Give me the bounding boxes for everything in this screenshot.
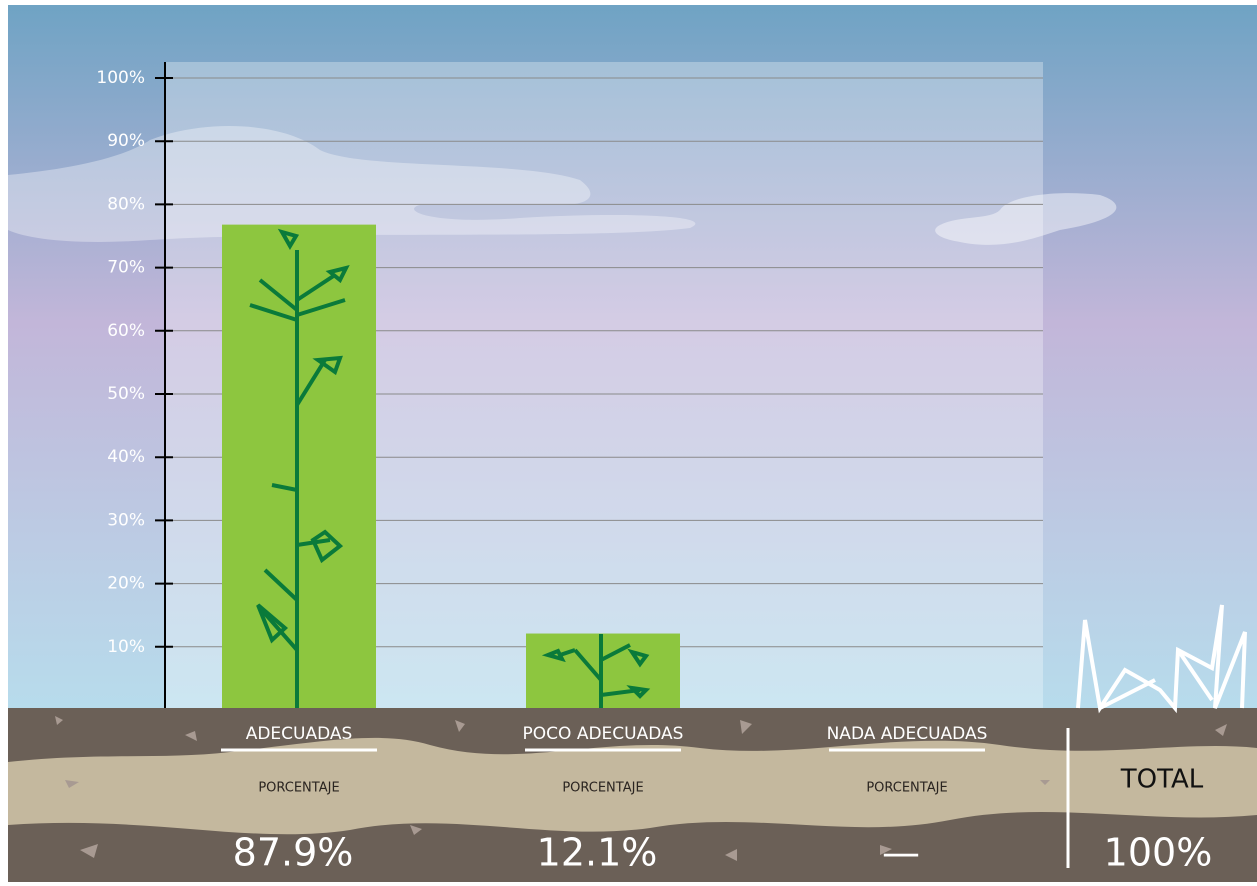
percentage-value: 12.1% — [537, 831, 658, 875]
labels: ADECUADAS PORCENTAJE 87.9% POCO ADECUADAS PO… — [221, 724, 987, 875]
soil-band — [8, 737, 1257, 835]
category-label: ADECUADAS — [246, 724, 353, 744]
plant — [249, 228, 651, 708]
category-label: POCO ADECUADAS — [523, 724, 684, 744]
category-label: NADA ADECUADAS — [827, 724, 988, 744]
y-tick-label: 70% — [107, 258, 145, 278]
row-label: PORCENTAJE — [866, 781, 947, 796]
y-tick-label: 40% — [107, 447, 145, 467]
sky — [8, 5, 1257, 710]
cloud — [8, 126, 696, 242]
total-label: TOTAL — [1120, 765, 1204, 795]
percentage-value: — — [882, 831, 920, 875]
cloud — [935, 193, 1117, 245]
y-tick-label: 20% — [107, 574, 145, 594]
y-tick-label: 30% — [107, 510, 145, 530]
row-label: PORCENTAJE — [562, 781, 643, 796]
y-tick-label: 50% — [107, 384, 145, 404]
row-label: PORCENTAJE — [258, 781, 339, 796]
y-tick-label: 60% — [107, 321, 145, 341]
y-tick-label: 90% — [107, 131, 145, 151]
percentage-value: 87.9% — [233, 831, 354, 875]
y-tick-label: 100% — [96, 68, 145, 88]
grass — [1076, 604, 1247, 714]
y-tick-label: 10% — [107, 637, 145, 657]
total-value: 100% — [1104, 831, 1213, 875]
y-tick-label: 80% — [107, 194, 145, 214]
